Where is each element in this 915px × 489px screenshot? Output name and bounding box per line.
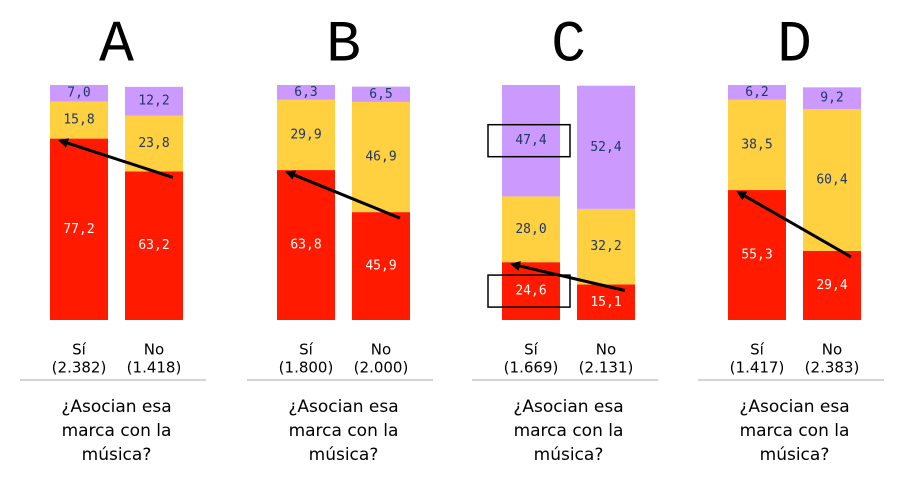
bar-segment <box>803 108 861 251</box>
bar-segment <box>728 99 786 191</box>
value-label: 32,2 <box>590 239 621 254</box>
arrow <box>510 261 626 292</box>
value-label: 29,4 <box>816 278 847 293</box>
chart-title: A <box>99 13 134 78</box>
arrow <box>285 170 401 220</box>
bar-segment <box>577 208 635 285</box>
value-label: 6,3 <box>294 85 317 100</box>
arrow <box>736 190 852 259</box>
value-label: 6,2 <box>745 85 768 100</box>
category-count: (1.418) <box>127 359 182 377</box>
value-label: 77,2 <box>63 222 94 237</box>
value-label: 38,5 <box>741 137 772 152</box>
x-tick-label: No <box>371 341 391 359</box>
x-axis-label: ¿Asocian esa marca con la música? <box>513 397 623 465</box>
value-label: 29,9 <box>290 127 321 142</box>
bar-segment <box>277 85 335 100</box>
x-tick-label: No <box>822 341 842 359</box>
value-label: 15,8 <box>63 113 94 128</box>
bar-segment <box>277 170 335 320</box>
value-label: 47,4 <box>515 133 546 148</box>
x-tick-label: Sí <box>72 341 87 359</box>
x-tick-label: Sí <box>524 341 539 359</box>
x-tick-label: No <box>596 341 616 359</box>
x-axis-label: ¿Asocian esa marca con la música? <box>288 397 398 465</box>
value-label: 45,9 <box>365 259 396 274</box>
value-label: 23,8 <box>138 136 169 151</box>
category-count: (1.417) <box>730 359 785 377</box>
bar-segment <box>352 212 410 320</box>
value-label: 63,8 <box>290 238 321 253</box>
bar-segment <box>125 115 183 172</box>
category-count: (2.131) <box>579 359 634 377</box>
category-count: (1.669) <box>504 359 559 377</box>
chart-title: C <box>551 13 586 78</box>
bar-segment <box>50 85 108 102</box>
value-label: 60,4 <box>816 172 847 187</box>
category-count: (1.800) <box>279 359 334 377</box>
bar-segment <box>125 86 183 116</box>
value-label: 63,2 <box>138 238 169 253</box>
value-label: 6,5 <box>369 87 392 102</box>
value-label: 28,0 <box>515 222 546 237</box>
category-count: (2.382) <box>52 359 107 377</box>
x-axis-label: ¿Asocian esa marca con la música? <box>61 397 171 465</box>
bar-segment <box>502 85 560 197</box>
highlight-box <box>487 123 571 158</box>
arrow <box>58 138 174 179</box>
x-tick-label: No <box>144 341 164 359</box>
bar-segment <box>352 101 410 213</box>
x-tick-label: Sí <box>299 341 314 359</box>
bar-segment <box>803 250 861 320</box>
value-label: 52,4 <box>590 140 621 155</box>
highlight-box <box>487 274 571 308</box>
value-label: 55,3 <box>741 248 772 263</box>
x-axis-label: ¿Asocian esa marca con la música? <box>739 397 849 465</box>
x-tick-label: Sí <box>750 341 765 359</box>
bar-segment <box>277 99 335 171</box>
value-label: 9,2 <box>820 91 843 106</box>
category-count: (2.000) <box>354 359 409 377</box>
value-label: 24,6 <box>515 284 546 299</box>
bar-segment <box>352 86 410 102</box>
bar-segment <box>577 85 635 209</box>
bar-segment <box>50 138 108 320</box>
chart-title: D <box>777 13 812 78</box>
bar-segment <box>125 171 183 320</box>
value-label: 7,0 <box>67 86 90 101</box>
bar-segment <box>728 85 786 100</box>
value-label: 46,9 <box>365 150 396 165</box>
bar-segment <box>577 284 635 320</box>
bar-segment <box>803 87 861 109</box>
value-label: 15,1 <box>590 295 621 310</box>
value-label: 12,2 <box>138 94 169 109</box>
chart-title: B <box>326 13 361 78</box>
category-count: (2.383) <box>805 359 860 377</box>
bar-segment <box>728 190 786 320</box>
bar-segment <box>502 196 560 263</box>
bar-segment <box>50 101 108 139</box>
